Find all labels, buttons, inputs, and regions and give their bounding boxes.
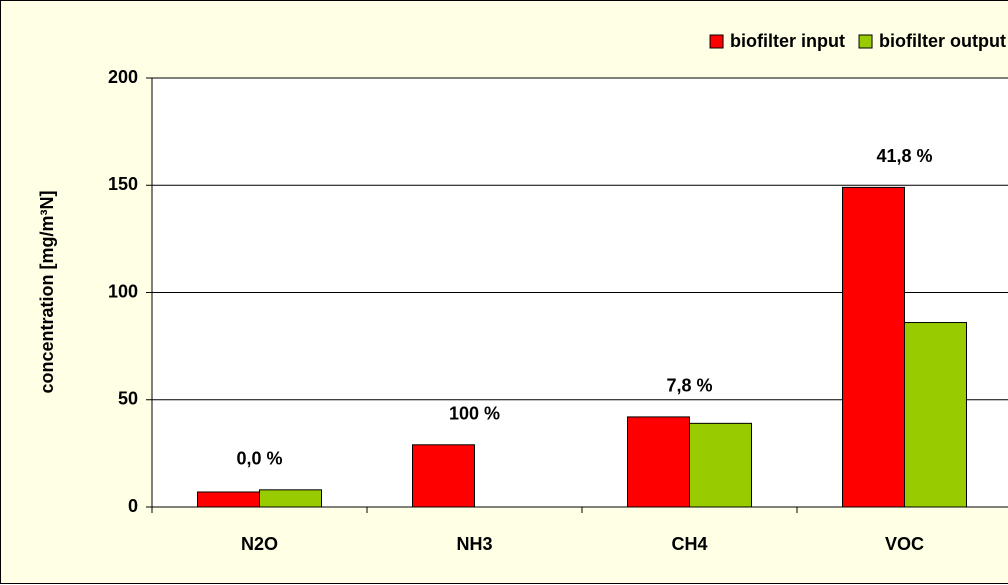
annotation: 7,8 %: [666, 376, 712, 396]
y-tick-label: 100: [108, 281, 138, 301]
bar: [627, 416, 690, 508]
annotation: 100 %: [449, 404, 500, 424]
legend-swatch: [858, 34, 873, 49]
x-tick-label: NH3: [456, 534, 492, 554]
legend-label: biofilter output: [879, 31, 1006, 51]
annotation: 41,8 %: [876, 146, 932, 166]
x-tick-label: VOC: [885, 534, 924, 554]
bar: [412, 444, 475, 508]
x-tick-label: CH4: [671, 534, 707, 554]
bar: [689, 422, 752, 508]
y-tick-label: 0: [128, 496, 138, 516]
bar: [197, 491, 260, 508]
legend-swatch: [709, 34, 724, 49]
bar: [259, 489, 322, 508]
y-axis-label: concentration [mg/m³N]: [37, 190, 57, 393]
y-tick-label: 200: [108, 67, 138, 87]
bar: [904, 322, 967, 508]
legend-label: biofilter input: [730, 31, 845, 51]
annotation: 0,0 %: [236, 449, 282, 469]
bar: [842, 186, 905, 508]
x-tick-label: N2O: [241, 534, 278, 554]
y-tick-label: 50: [118, 389, 138, 409]
y-tick-label: 150: [108, 174, 138, 194]
